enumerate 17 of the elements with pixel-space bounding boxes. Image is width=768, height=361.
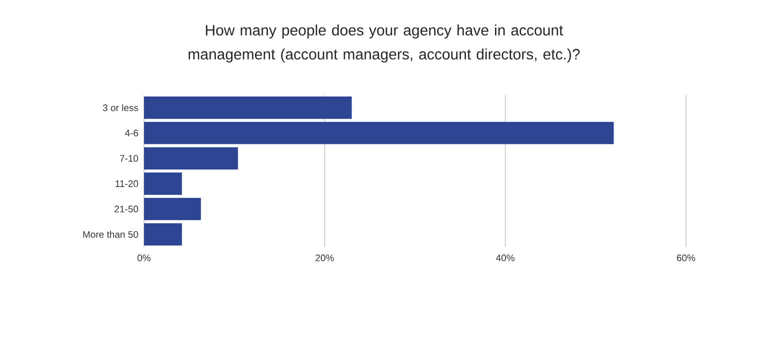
- bar: [144, 198, 201, 220]
- x-tick-label: 0%: [138, 254, 151, 262]
- bar: [144, 172, 182, 195]
- bar: [144, 223, 182, 246]
- bar: [144, 147, 238, 170]
- x-tick-label: 40%: [496, 254, 514, 262]
- bar: [144, 96, 352, 119]
- y-tick-label: 4-6: [124, 130, 138, 136]
- y-tick-label: 3 or less: [102, 104, 138, 112]
- x-tick-label: 60%: [676, 254, 696, 262]
- x-tick-label: 20%: [316, 254, 334, 262]
- y-tick-label: 11-20: [116, 180, 138, 188]
- bar: [144, 122, 614, 144]
- chart-title: How many people does your agency have in account management (account managers, account directors, etc.)?: [188, 24, 580, 62]
- y-tick-label: 21-50: [114, 206, 138, 212]
- y-tick-label: 7-10: [120, 154, 138, 162]
- y-tick-label: More than 50: [83, 230, 138, 238]
